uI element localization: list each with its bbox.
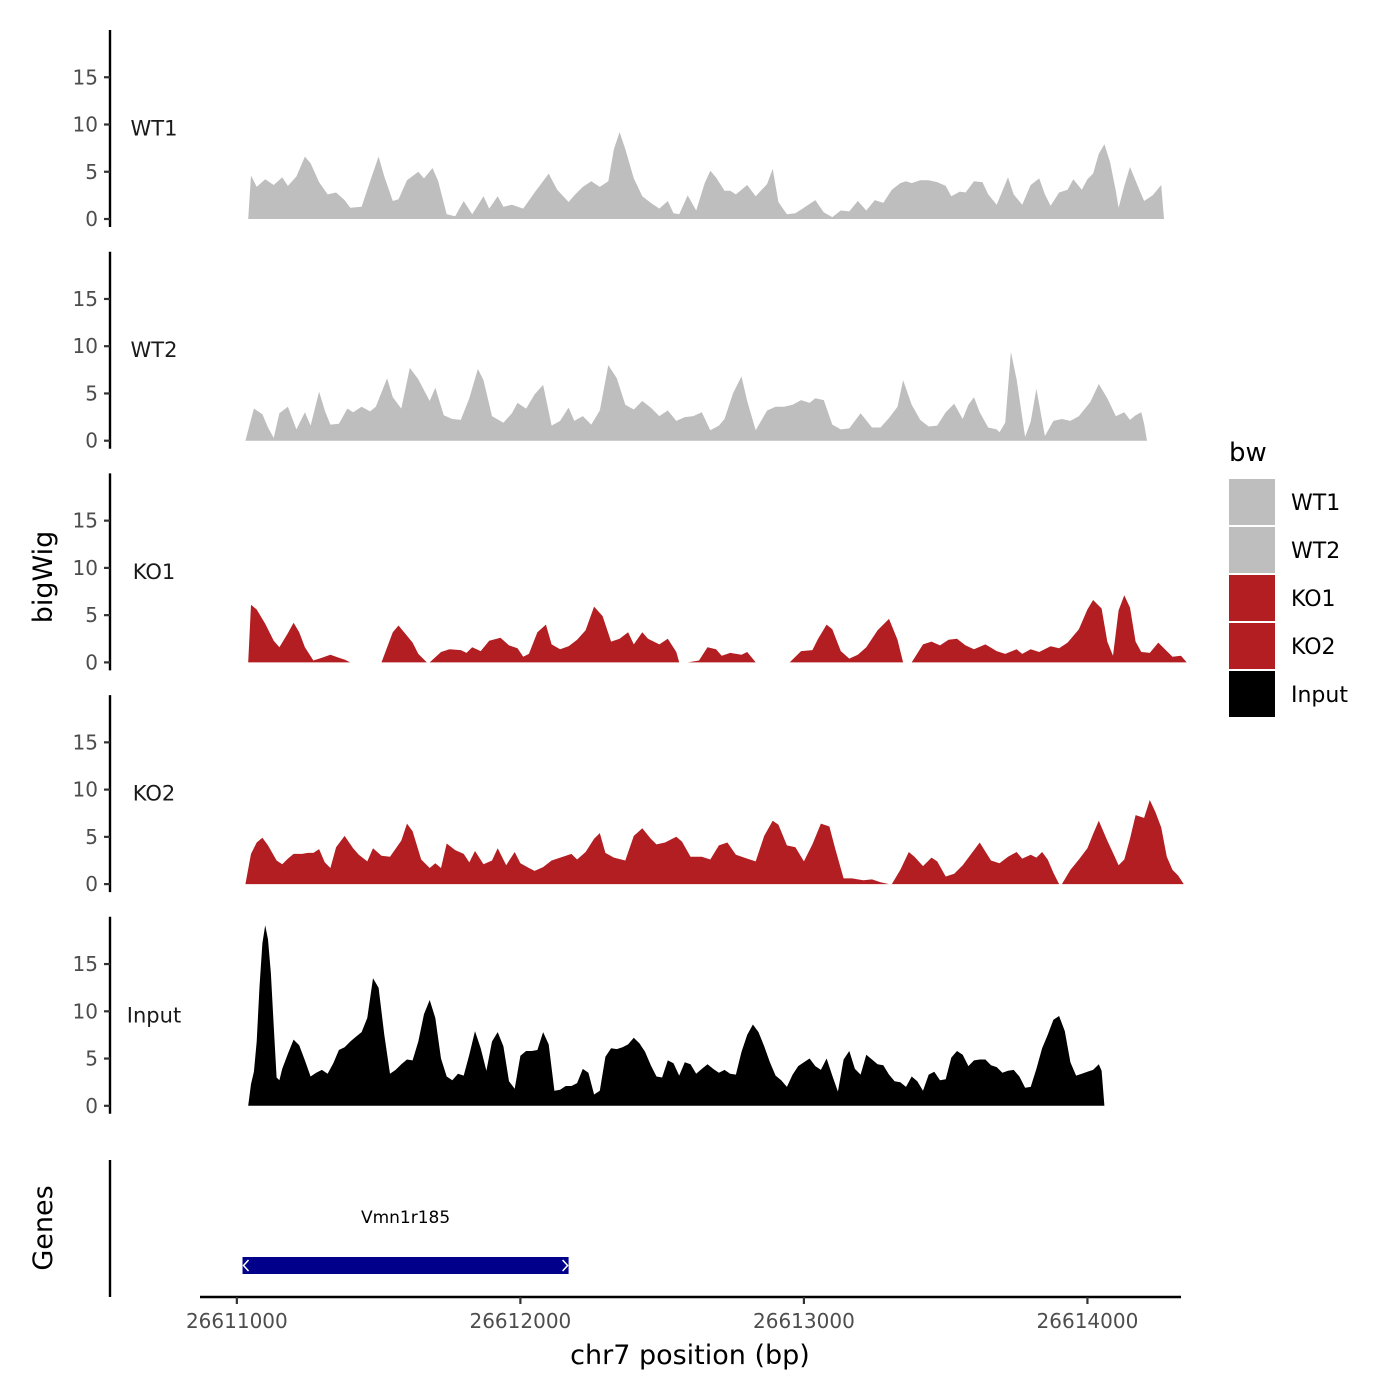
y-tick-label: 15	[73, 509, 98, 533]
track-wt1: 0 5 10 15 WT1	[73, 30, 1164, 231]
y-axis-title: bigWig	[28, 531, 59, 624]
legend-swatch-ko1	[1229, 575, 1275, 621]
area-wt2	[245, 351, 1147, 441]
legend-swatch-wt1	[1229, 479, 1275, 525]
area-ko2	[1061, 800, 1184, 885]
track-wt2: 0 5 10 15 WT2	[73, 251, 1147, 453]
y-tick-label: 10	[73, 778, 98, 802]
x-tick-label: 26611000	[186, 1309, 288, 1333]
area-ko1	[429, 606, 680, 663]
y-tick-label: 5	[85, 160, 98, 184]
legend-swatch-input	[1229, 671, 1275, 717]
track-input: 0 5 10 15 Input	[73, 916, 1105, 1118]
track-label-ko2: KO2	[133, 782, 176, 806]
y-tick-label: 5	[85, 825, 98, 849]
area-wt1	[248, 132, 1164, 219]
gene-strand-arrow	[242, 1259, 250, 1272]
legend-label-ko2: KO2	[1291, 635, 1336, 660]
legend-label-wt2: WT2	[1291, 539, 1340, 564]
y-tick-label: 10	[73, 999, 98, 1023]
area-ko2	[891, 842, 1060, 885]
y-tick-label: 0	[85, 872, 98, 896]
track-label-ko1: KO1	[133, 560, 176, 584]
y-tick-label: 10	[73, 113, 98, 137]
genes-axis-title: Genes	[28, 1185, 59, 1270]
tracks-layer: 0 5 10 15 WT1 0 5 10 15 WT2 0 5 10 15 KO1 0 5 10 15 KO2 0 5 10…	[73, 30, 1187, 1118]
gene-body	[242, 1257, 569, 1274]
y-tick-label: 0	[85, 650, 98, 674]
y-tick-label: 5	[85, 603, 98, 627]
x-axis-title: chr7 position (bp)	[570, 1340, 810, 1371]
area-ko1	[789, 618, 904, 663]
x-axis: 26611000 26612000 26613000 26614000	[186, 1295, 1181, 1333]
legend-swatch-wt2	[1229, 527, 1275, 573]
y-tick-label: 5	[85, 1047, 98, 1071]
x-tick-label: 26614000	[1037, 1309, 1139, 1333]
y-tick-label: 0	[85, 429, 98, 453]
y-tick-label: 10	[73, 556, 98, 580]
y-tick-label: 10	[73, 334, 98, 358]
area-ko1	[687, 647, 756, 663]
legend-label-input: Input	[1291, 683, 1348, 708]
track-ko2: 0 5 10 15 KO2	[73, 695, 1184, 896]
genes-panel: Vmn1r185	[108, 1160, 569, 1297]
track-ko1: 0 5 10 15 KO1	[73, 473, 1187, 674]
area-ko1	[248, 604, 351, 663]
area-ko1	[381, 625, 427, 663]
y-tick-label: 0	[85, 207, 98, 231]
legend-title: bw	[1229, 438, 1267, 468]
track-label-wt1: WT1	[131, 117, 178, 141]
legend-label-ko1: KO1	[1291, 587, 1336, 612]
y-tick-label: 15	[73, 287, 98, 311]
gene-strand-arrow	[562, 1259, 569, 1272]
y-tick-label: 0	[85, 1094, 98, 1118]
x-tick-label: 26612000	[469, 1309, 571, 1333]
x-tick-label: 26613000	[753, 1309, 855, 1333]
y-tick-label: 15	[73, 952, 98, 976]
gene-label: Vmn1r185	[361, 1208, 450, 1228]
track-label-wt2: WT2	[131, 338, 178, 362]
y-tick-label: 15	[73, 65, 98, 89]
area-ko2	[245, 820, 889, 885]
legend-label-wt1: WT1	[1291, 491, 1340, 516]
legend-swatch-ko2	[1229, 623, 1275, 669]
y-tick-label: 15	[73, 730, 98, 754]
legend: bw WT1 WT2 KO1 KO2 Input	[1229, 438, 1348, 717]
y-tick-label: 5	[85, 381, 98, 405]
area-ko1	[911, 595, 1187, 663]
track-label-input: Input	[127, 1003, 181, 1027]
area-input	[248, 925, 1105, 1106]
